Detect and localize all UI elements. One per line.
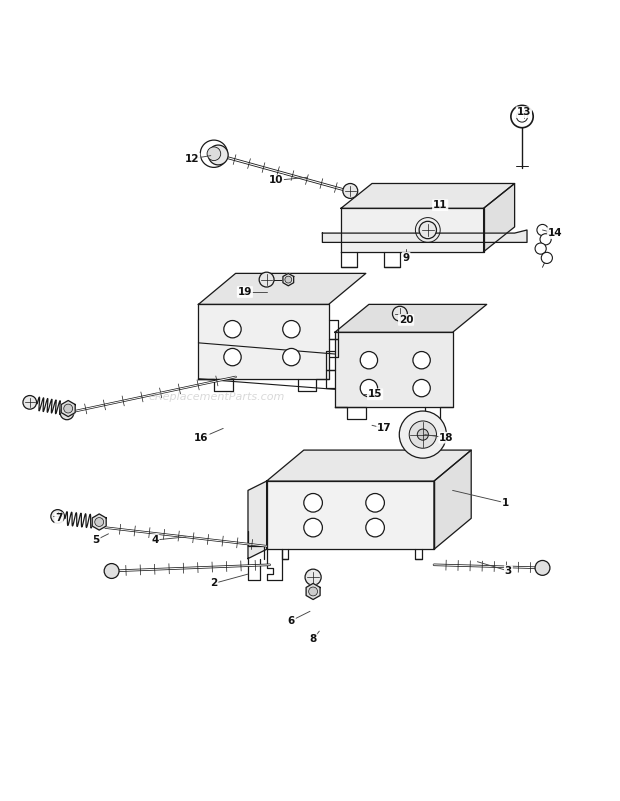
Polygon shape — [267, 481, 434, 549]
Polygon shape — [198, 273, 366, 304]
Text: 2: 2 — [210, 578, 218, 589]
Text: 16: 16 — [194, 433, 209, 443]
Circle shape — [305, 570, 321, 586]
Text: 15: 15 — [368, 389, 383, 400]
Polygon shape — [283, 273, 294, 286]
Circle shape — [360, 352, 378, 369]
Text: 3: 3 — [505, 566, 512, 576]
Polygon shape — [335, 304, 487, 332]
Circle shape — [224, 320, 241, 338]
Text: 4: 4 — [151, 535, 159, 545]
Circle shape — [224, 348, 241, 366]
Text: 9: 9 — [402, 253, 410, 263]
Text: 14: 14 — [547, 228, 562, 238]
Circle shape — [207, 147, 221, 160]
Polygon shape — [341, 208, 484, 252]
Circle shape — [200, 140, 228, 167]
Text: 11: 11 — [433, 200, 448, 210]
Circle shape — [95, 517, 104, 526]
Circle shape — [304, 493, 322, 512]
Circle shape — [535, 561, 550, 575]
Circle shape — [392, 306, 407, 321]
Circle shape — [413, 380, 430, 396]
Circle shape — [366, 493, 384, 512]
Polygon shape — [484, 183, 515, 252]
Polygon shape — [335, 332, 453, 407]
Text: 12: 12 — [185, 154, 200, 163]
Text: 20: 20 — [399, 315, 414, 325]
Circle shape — [259, 272, 274, 287]
Text: 18: 18 — [439, 433, 454, 443]
Text: 10: 10 — [268, 175, 283, 185]
Circle shape — [540, 234, 551, 245]
Text: 19: 19 — [237, 287, 252, 297]
Circle shape — [309, 587, 317, 596]
Circle shape — [60, 406, 74, 420]
Circle shape — [304, 518, 322, 537]
Circle shape — [64, 405, 73, 413]
Polygon shape — [198, 304, 329, 379]
Polygon shape — [434, 450, 471, 549]
Circle shape — [343, 183, 358, 199]
Polygon shape — [248, 481, 267, 558]
Circle shape — [208, 145, 228, 165]
Polygon shape — [267, 450, 471, 481]
Text: 13: 13 — [516, 107, 531, 117]
Polygon shape — [92, 514, 106, 530]
Polygon shape — [306, 583, 320, 599]
Circle shape — [541, 252, 552, 264]
Text: 5: 5 — [92, 535, 100, 545]
Circle shape — [409, 421, 436, 449]
Circle shape — [516, 111, 528, 122]
Circle shape — [283, 320, 300, 338]
Polygon shape — [61, 400, 75, 417]
Circle shape — [51, 509, 64, 523]
Text: 6: 6 — [288, 616, 295, 626]
Text: 8: 8 — [309, 634, 317, 644]
Circle shape — [417, 429, 428, 441]
Circle shape — [285, 276, 292, 283]
Circle shape — [283, 348, 300, 366]
Text: 1: 1 — [502, 497, 509, 508]
Circle shape — [23, 396, 37, 409]
Circle shape — [537, 224, 548, 235]
Text: 7: 7 — [55, 513, 63, 523]
Circle shape — [535, 243, 546, 254]
Polygon shape — [341, 183, 515, 208]
Polygon shape — [322, 230, 527, 243]
Circle shape — [399, 411, 446, 458]
Circle shape — [366, 518, 384, 537]
Circle shape — [413, 352, 430, 369]
Circle shape — [511, 106, 533, 127]
Text: eReplacementParts.com: eReplacementParts.com — [149, 392, 285, 402]
Circle shape — [104, 564, 119, 578]
Text: 17: 17 — [377, 424, 392, 433]
Circle shape — [419, 221, 436, 239]
Circle shape — [360, 380, 378, 396]
